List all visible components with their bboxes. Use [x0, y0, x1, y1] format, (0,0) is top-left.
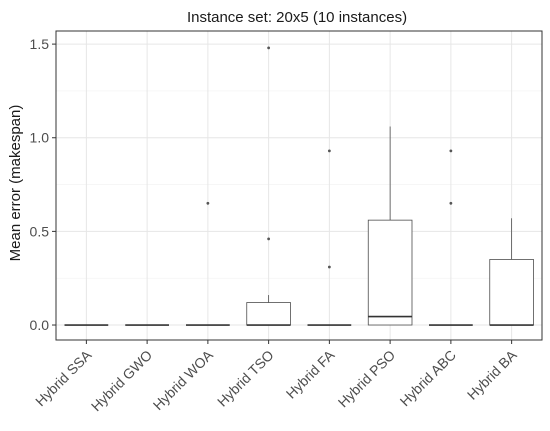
- outlier-point: [449, 201, 453, 205]
- y-tick-label: 1.0: [30, 130, 50, 146]
- box-iqr: [489, 259, 534, 326]
- y-tick-label: 1.5: [30, 36, 50, 52]
- outlier-point: [267, 237, 271, 241]
- grid-lines: [56, 31, 542, 340]
- outlier-point: [327, 149, 331, 153]
- box-iqr: [246, 302, 291, 326]
- outlier-point: [206, 201, 210, 205]
- outlier-point: [449, 149, 453, 153]
- chart-title: Instance set: 20x5 (10 instances): [187, 9, 407, 26]
- outlier-point: [267, 46, 271, 50]
- y-axis-label: Mean error (makespan): [7, 105, 24, 262]
- outlier-point: [327, 265, 331, 269]
- box-series: [64, 46, 534, 326]
- plot-panel-border: [55, 30, 543, 341]
- box-iqr: [367, 219, 413, 326]
- y-tick-label: 0.5: [30, 223, 50, 239]
- y-tick-label: 0.0: [30, 317, 50, 333]
